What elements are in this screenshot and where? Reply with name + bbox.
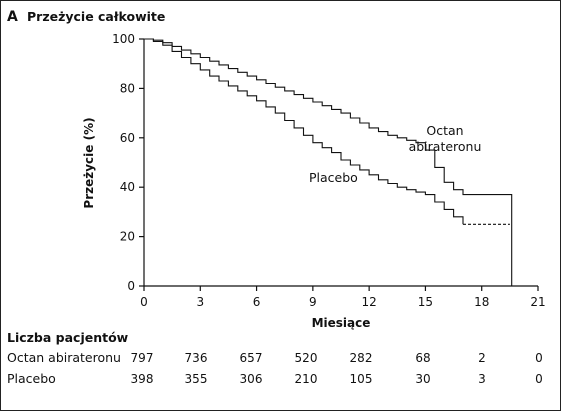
risk-cell: 282 [350,351,373,365]
y-tick-label: 80 [120,81,135,95]
x-tick-label: 15 [418,295,433,309]
risk-cell: 105 [350,372,373,386]
series-group [144,38,513,286]
risk-cell: 736 [185,351,208,365]
x-tick-label: 12 [362,295,377,309]
series-label: Octan [426,123,463,138]
x-tick-label: 21 [530,295,545,309]
risk-cell: 68 [415,351,430,365]
risk-cell: 30 [415,372,430,386]
risk-cell: 306 [240,372,263,386]
risk-table: Octan abirateronu 797 736 657 520 282 68 2 0 Plac… [7,350,543,386]
x-tick-label: 9 [309,295,317,309]
x-tick-label: 18 [474,295,489,309]
risk-cell: 355 [185,372,208,386]
risk-cell: 797 [131,351,154,365]
y-tick-label: 40 [120,180,135,194]
y-axis-label: Przeżycie (%) [82,117,96,208]
panel-letter: A [7,9,18,25]
risk-row-name: Octan abirateronu [7,350,121,365]
y-tick-label: 100 [112,32,135,46]
x-tick-label: 6 [253,295,261,309]
x-axis-label: Miesiące [312,316,371,330]
risk-cell: 2 [478,351,486,365]
risk-cell: 657 [240,351,263,365]
series-line-abiraterone [144,38,513,286]
risk-row-name: Placebo [7,371,56,386]
x-tick-label: 3 [196,295,204,309]
series-label: Placebo [309,170,358,185]
y-ticks: 0 20 40 60 80 100 [112,32,144,293]
risk-cell: 0 [535,372,543,386]
y-tick-label: 20 [120,230,135,244]
series-line-placebo [144,38,464,225]
x-tick-label: 0 [140,295,148,309]
y-tick-label: 60 [120,131,135,145]
x-ticks: 0 3 6 9 12 15 18 21 [140,286,546,309]
risk-cell: 520 [295,351,318,365]
series-label: abirateronu [409,139,482,154]
risk-cell: 0 [535,351,543,365]
risk-cell: 3 [478,372,486,386]
risk-cell: 210 [295,372,318,386]
risk-table-title: Liczba pacjentów [7,330,129,345]
y-tick-label: 0 [127,279,135,293]
panel-title: Przeżycie całkowite [27,9,165,24]
risk-cell: 398 [131,372,154,386]
